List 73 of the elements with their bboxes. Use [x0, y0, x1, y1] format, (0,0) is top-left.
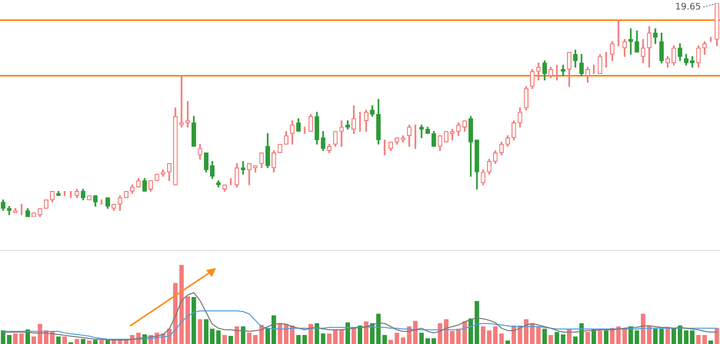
- bar: [690, 330, 695, 344]
- bar: [604, 330, 608, 344]
- bar: [536, 326, 541, 344]
- bar: [302, 334, 307, 344]
- bar: [6, 334, 12, 344]
- bar: [228, 336, 234, 344]
- candlestick: [560, 64, 566, 76]
- bar: [179, 265, 184, 344]
- bar: [19, 333, 24, 344]
- bar: [265, 328, 270, 344]
- bar: [394, 332, 400, 344]
- bar: [702, 334, 707, 344]
- bar: [253, 334, 258, 344]
- bar: [62, 336, 67, 344]
- bar: [548, 334, 554, 344]
- bar: [333, 329, 338, 344]
- bar: [542, 328, 547, 344]
- bar: [210, 328, 215, 344]
- bar: [13, 333, 18, 344]
- bar: [493, 326, 498, 344]
- bar: [382, 334, 387, 344]
- bar: [204, 319, 208, 344]
- bar: [296, 334, 301, 344]
- bar: [456, 328, 461, 344]
- bar: [634, 330, 640, 344]
- bar: [32, 336, 36, 344]
- bar: [419, 332, 424, 344]
- bar: [240, 326, 246, 344]
- bar: [585, 332, 590, 344]
- bar: [376, 314, 381, 344]
- bar: [714, 328, 720, 344]
- bar: [678, 326, 682, 344]
- bar: [222, 334, 227, 344]
- bar: [216, 330, 221, 344]
- annotation: 19.65: [675, 2, 701, 12]
- bar: [486, 330, 492, 344]
- candlestick: [179, 75, 184, 128]
- bar: [0, 330, 6, 344]
- bar: [622, 328, 627, 344]
- bar: [326, 333, 332, 344]
- bar: [640, 314, 646, 344]
- bar: [278, 324, 282, 344]
- bar: [653, 328, 658, 344]
- bar: [672, 328, 676, 344]
- bar: [659, 328, 664, 344]
- bar: [192, 297, 196, 344]
- bar: [339, 329, 344, 344]
- bar: [616, 326, 621, 344]
- bar: [598, 330, 602, 344]
- bar: [462, 322, 467, 344]
- bar: [480, 326, 486, 344]
- bar: [474, 301, 480, 344]
- bar: [499, 333, 504, 344]
- candlestick: [240, 161, 246, 175]
- bar: [314, 323, 320, 344]
- candlestick: [339, 120, 344, 147]
- bar: [560, 334, 566, 344]
- bar: [185, 296, 190, 344]
- bar: [684, 330, 688, 344]
- bar: [246, 332, 252, 344]
- bar: [696, 334, 701, 344]
- bar: [352, 327, 356, 344]
- bar: [358, 326, 362, 344]
- bar: [320, 333, 326, 344]
- bar: [450, 331, 455, 344]
- bar: [592, 329, 596, 344]
- bar: [234, 326, 240, 344]
- bar: [554, 332, 560, 344]
- bar: [573, 336, 578, 344]
- bar: [665, 328, 670, 344]
- bar: [198, 319, 202, 344]
- bar: [56, 336, 61, 344]
- bar: [388, 340, 394, 344]
